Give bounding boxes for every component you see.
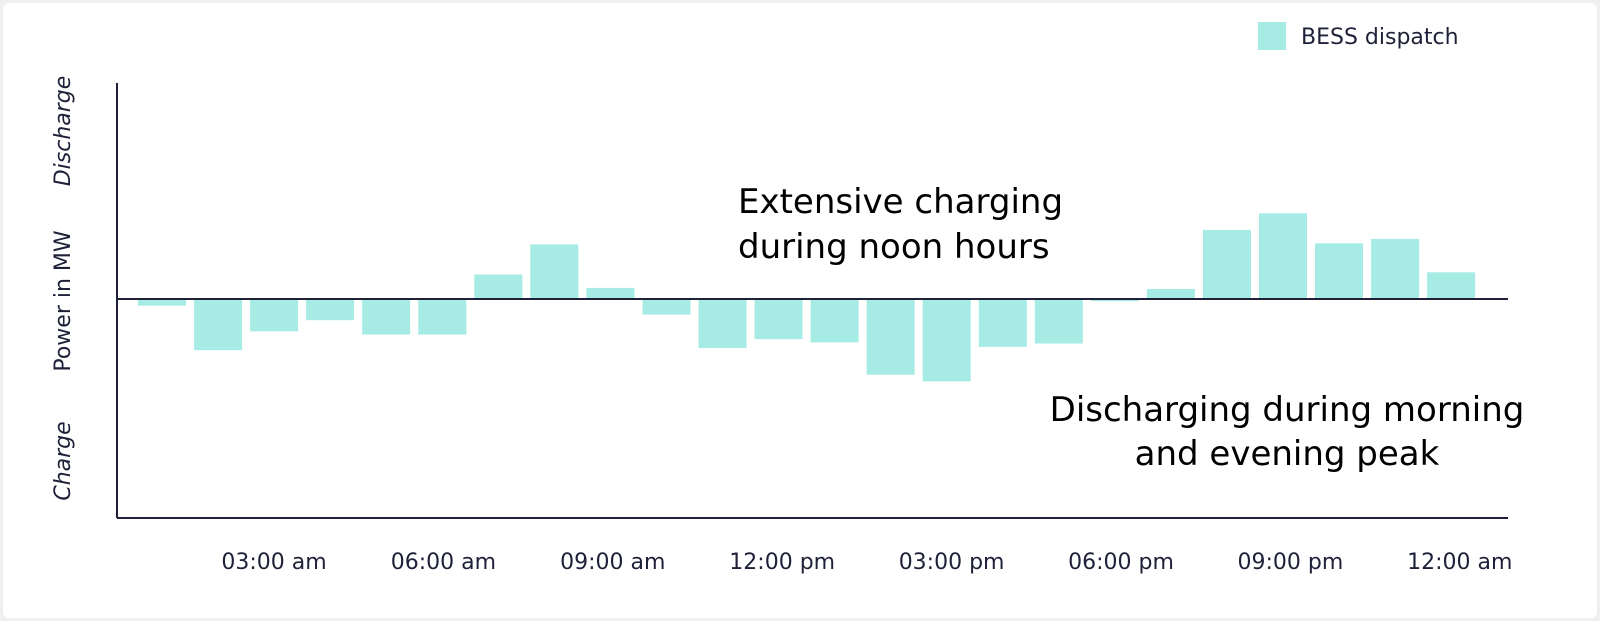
x-tick-label: 03:00 pm bbox=[899, 550, 1005, 575]
bar-hour-2 bbox=[194, 299, 243, 351]
bar-hour-1 bbox=[138, 299, 186, 306]
bar-hour-12 bbox=[754, 299, 803, 340]
bar-hour-9 bbox=[586, 287, 635, 299]
bar-hour-18 bbox=[1090, 299, 1139, 302]
bars-group bbox=[138, 213, 1476, 382]
bar-hour-24 bbox=[1427, 272, 1476, 299]
bar-hour-14 bbox=[866, 299, 915, 375]
bess-dispatch-chart: BESS dispatch Discharge Power in MW Char… bbox=[51, 22, 1525, 575]
bar-hour-5 bbox=[362, 299, 411, 335]
bar-hour-21 bbox=[1259, 213, 1307, 299]
bar-hour-17 bbox=[1034, 299, 1083, 344]
bar-hour-19 bbox=[1146, 289, 1195, 299]
x-tick-label: 06:00 am bbox=[391, 550, 496, 575]
bar-hour-16 bbox=[978, 299, 1027, 347]
bar-hour-7 bbox=[474, 274, 523, 299]
legend-swatch bbox=[1258, 22, 1286, 50]
bar-hour-15 bbox=[922, 299, 971, 382]
x-tick-label: 12:00 am bbox=[1407, 550, 1512, 575]
bar-hour-23 bbox=[1371, 238, 1420, 299]
bar-hour-10 bbox=[642, 299, 691, 315]
x-tick-label: 09:00 pm bbox=[1238, 550, 1344, 575]
legend-label: BESS dispatch bbox=[1301, 25, 1459, 50]
bar-hour-8 bbox=[530, 244, 579, 299]
annotation-discharging-line-1: Discharging during morning bbox=[1050, 390, 1525, 430]
bar-hour-11 bbox=[698, 299, 747, 348]
bar-hour-4 bbox=[306, 299, 355, 321]
bar-hour-13 bbox=[810, 299, 859, 343]
annotation-charging-line-2: during noon hours bbox=[738, 227, 1050, 267]
x-tick-label: 03:00 am bbox=[221, 550, 326, 575]
bar-hour-3 bbox=[250, 299, 299, 332]
bar-hour-20 bbox=[1203, 230, 1251, 299]
x-ticks-group: 03:00 am 06:00 am 09:00 am 12:00 pm 03:00 pm… bbox=[221, 550, 1512, 575]
y-axis-label: Power in MW bbox=[51, 230, 76, 372]
bar-hour-6 bbox=[418, 299, 467, 335]
y-label-discharge: Discharge bbox=[51, 76, 76, 187]
bar-hour-22 bbox=[1315, 243, 1363, 299]
annotation-charging-line-1: Extensive charging bbox=[738, 182, 1063, 222]
x-tick-label: 12:00 pm bbox=[729, 550, 835, 575]
x-tick-label: 06:00 pm bbox=[1068, 550, 1174, 575]
y-label-charge: Charge bbox=[51, 421, 76, 500]
chart-frame: BESS dispatch Discharge Power in MW Char… bbox=[3, 3, 1597, 618]
x-tick-label: 09:00 am bbox=[560, 550, 665, 575]
annotation-discharging-line-2: and evening peak bbox=[1135, 434, 1440, 474]
